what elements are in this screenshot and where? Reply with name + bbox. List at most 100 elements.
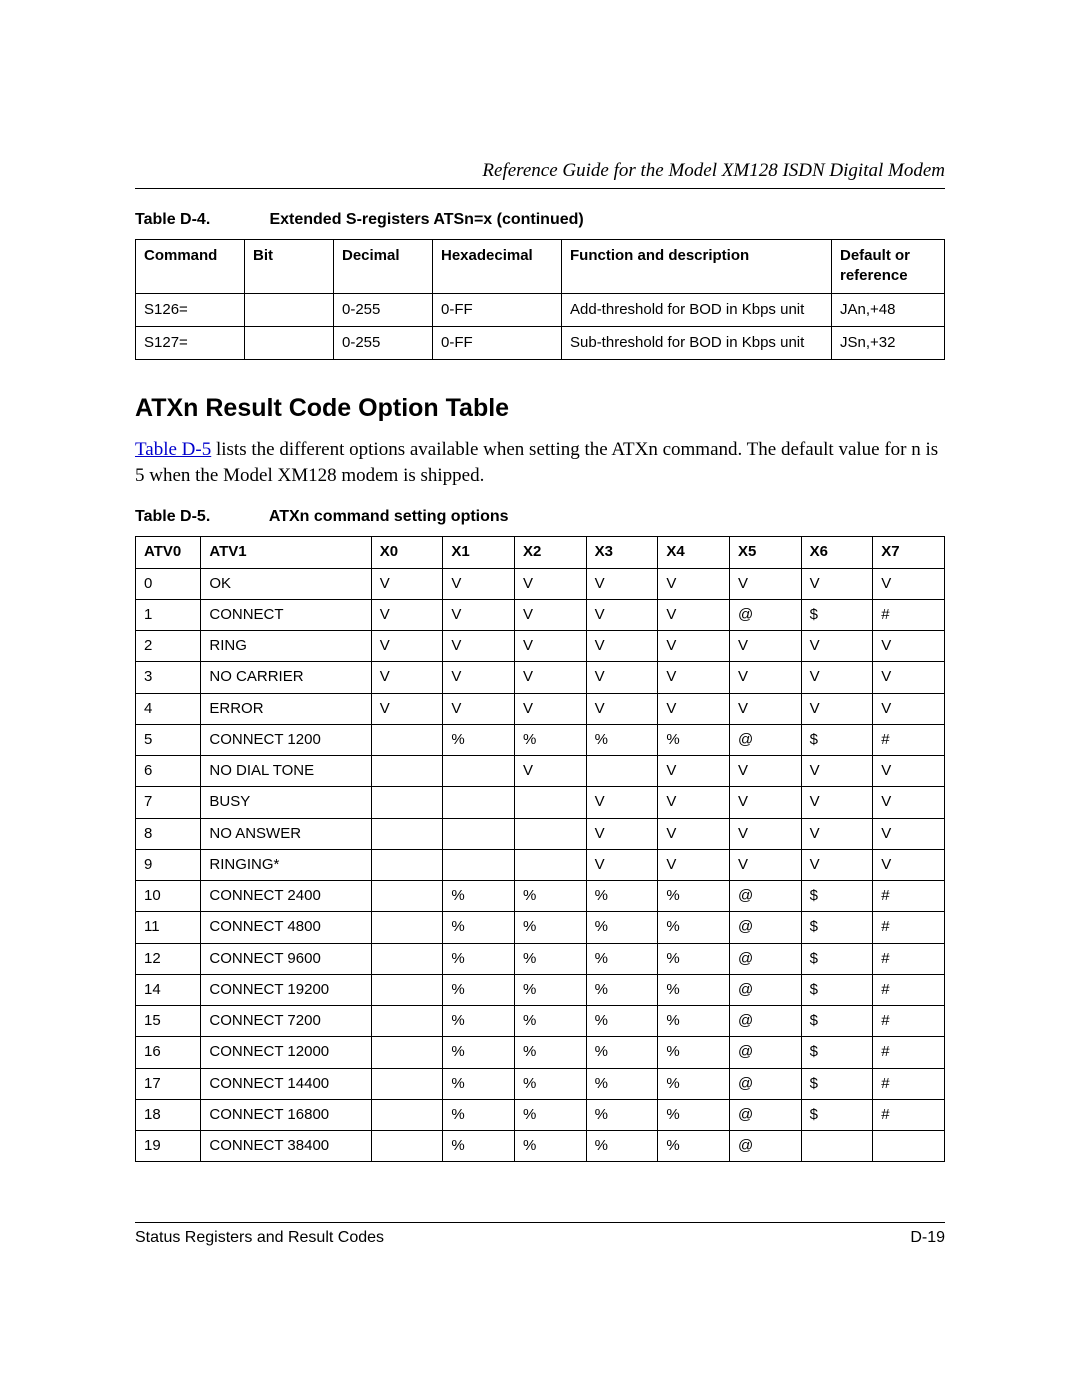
- paragraph-text: lists the different options available wh…: [135, 439, 938, 486]
- table-cell: V: [873, 693, 945, 724]
- table-header-row: ATV0ATV1X0X1X2X3X4X5X6X7: [136, 537, 945, 568]
- table-cell: [371, 724, 443, 755]
- table-row: 7BUSYVVVVV: [136, 787, 945, 818]
- table-cell: @: [729, 943, 801, 974]
- table-d5-link[interactable]: Table D-5: [135, 439, 211, 460]
- table-cell: %: [443, 1006, 515, 1037]
- caption-number: Table D-5.: [135, 508, 265, 526]
- table-row: 8NO ANSWERVVVVV: [136, 818, 945, 849]
- table-cell: %: [515, 943, 587, 974]
- table-cell: [371, 1006, 443, 1037]
- table-cell: [515, 849, 587, 880]
- table-cell: NO ANSWER: [201, 818, 371, 849]
- table-cell: [586, 756, 658, 787]
- table-row: 5CONNECT 1200%%%%@$#: [136, 724, 945, 755]
- table-cell: 0-255: [334, 326, 433, 359]
- table-cell: 5: [136, 724, 201, 755]
- table-cell: @: [729, 974, 801, 1005]
- table-cell: %: [443, 943, 515, 974]
- table-cell: %: [443, 1099, 515, 1130]
- table-cell: V: [658, 787, 730, 818]
- table-cell: %: [586, 943, 658, 974]
- table-cell: V: [729, 631, 801, 662]
- table-cell: V: [586, 787, 658, 818]
- table-cell: 9: [136, 849, 201, 880]
- table-d5-caption: Table D-5. ATXn command setting options: [135, 508, 945, 526]
- column-header: X4: [658, 537, 730, 568]
- table-cell: [873, 1131, 945, 1162]
- table-cell: V: [658, 599, 730, 630]
- table-cell: V: [443, 568, 515, 599]
- table-header-row: CommandBitDecimalHexadecimalFunction and…: [136, 240, 945, 294]
- table-cell: V: [873, 787, 945, 818]
- table-cell: V: [586, 599, 658, 630]
- table-cell: V: [873, 631, 945, 662]
- table-cell: CONNECT: [201, 599, 371, 630]
- table-cell: V: [515, 662, 587, 693]
- column-header: X7: [873, 537, 945, 568]
- table-cell: [371, 1131, 443, 1162]
- table-cell: %: [515, 724, 587, 755]
- table-cell: $: [801, 1099, 873, 1130]
- table-cell: V: [443, 662, 515, 693]
- table-cell: V: [801, 787, 873, 818]
- table-cell: RING: [201, 631, 371, 662]
- table-cell: 18: [136, 1099, 201, 1130]
- table-cell: 14: [136, 974, 201, 1005]
- table-cell: %: [586, 1131, 658, 1162]
- table-cell: V: [873, 849, 945, 880]
- table-cell: 16: [136, 1037, 201, 1068]
- table-cell: $: [801, 1068, 873, 1099]
- table-cell: [371, 974, 443, 1005]
- table-cell: 0-FF: [433, 326, 562, 359]
- table-cell: V: [729, 818, 801, 849]
- table-cell: #: [873, 599, 945, 630]
- table-cell: #: [873, 724, 945, 755]
- table-cell: %: [586, 724, 658, 755]
- table-cell: $: [801, 724, 873, 755]
- table-cell: 4: [136, 693, 201, 724]
- table-cell: Sub-threshold for BOD in Kbps unit: [562, 326, 832, 359]
- table-cell: V: [443, 631, 515, 662]
- table-cell: V: [586, 693, 658, 724]
- table-cell: %: [443, 1131, 515, 1162]
- table-cell: $: [801, 881, 873, 912]
- table-cell: V: [801, 568, 873, 599]
- table-cell: 3: [136, 662, 201, 693]
- table-row: 4ERRORVVVVVVVV: [136, 693, 945, 724]
- column-header: X0: [371, 537, 443, 568]
- table-cell: @: [729, 1068, 801, 1099]
- table-cell: %: [586, 1068, 658, 1099]
- table-cell: #: [873, 1068, 945, 1099]
- column-header: Function and description: [562, 240, 832, 294]
- table-cell: #: [873, 943, 945, 974]
- running-header: Reference Guide for the Model XM128 ISDN…: [135, 160, 945, 189]
- table-cell: 0-FF: [433, 293, 562, 326]
- table-cell: @: [729, 1131, 801, 1162]
- table-cell: CONNECT 7200: [201, 1006, 371, 1037]
- table-cell: %: [658, 943, 730, 974]
- table-cell: BUSY: [201, 787, 371, 818]
- column-header: X3: [586, 537, 658, 568]
- table-cell: V: [586, 662, 658, 693]
- table-cell: %: [658, 1099, 730, 1130]
- table-cell: %: [658, 1006, 730, 1037]
- table-cell: $: [801, 974, 873, 1005]
- table-cell: V: [801, 818, 873, 849]
- table-cell: CONNECT 12000: [201, 1037, 371, 1068]
- table-cell: 12: [136, 943, 201, 974]
- caption-text: ATXn command setting options: [269, 508, 509, 525]
- table-cell: [371, 943, 443, 974]
- table-cell: %: [586, 881, 658, 912]
- table-cell: V: [801, 693, 873, 724]
- caption-text: Extended S-registers ATSn=x (continued): [269, 211, 583, 228]
- table-cell: V: [515, 599, 587, 630]
- table-cell: %: [586, 1037, 658, 1068]
- table-row: 18CONNECT 16800%%%%@$#: [136, 1099, 945, 1130]
- table-cell: 10: [136, 881, 201, 912]
- table-cell: [443, 818, 515, 849]
- table-row: 6NO DIAL TONEVVVVV: [136, 756, 945, 787]
- table-cell: [515, 818, 587, 849]
- table-cell: #: [873, 1099, 945, 1130]
- table-cell: S127=: [136, 326, 245, 359]
